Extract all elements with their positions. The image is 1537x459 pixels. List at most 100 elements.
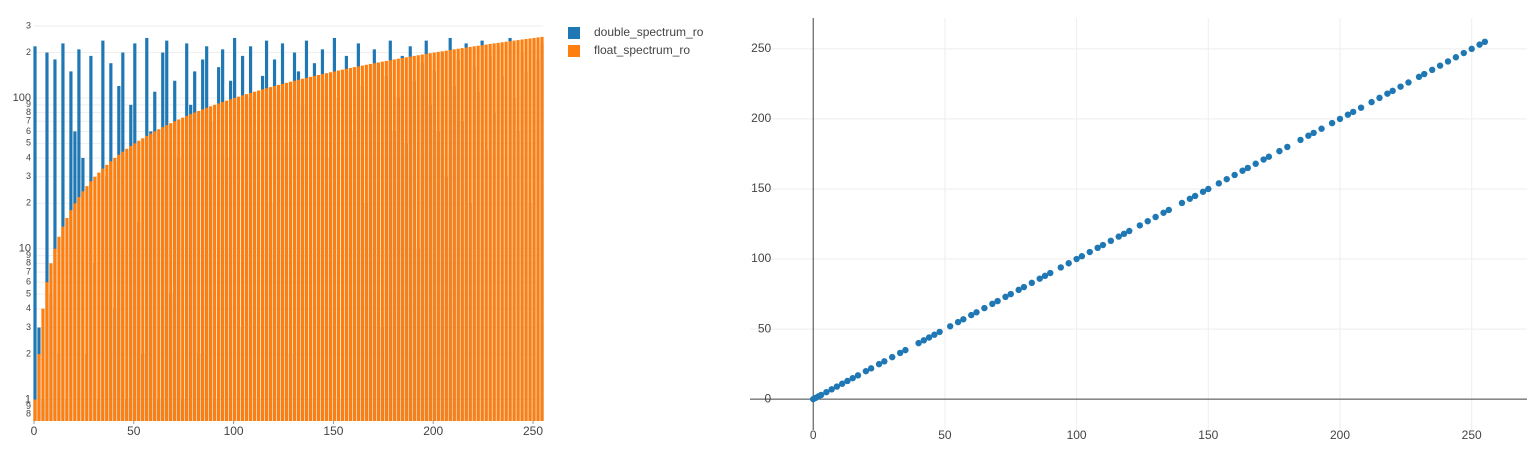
point <box>817 391 825 399</box>
bar <box>456 48 460 422</box>
point <box>896 349 904 357</box>
bar <box>308 76 313 421</box>
y-tick-label: 150 <box>751 181 771 195</box>
bar <box>276 84 281 422</box>
point <box>1107 237 1115 245</box>
bar <box>508 41 512 422</box>
point <box>1136 222 1144 229</box>
point <box>1094 244 1101 252</box>
bar <box>336 70 340 422</box>
bar <box>384 60 388 422</box>
bar <box>332 71 337 422</box>
bar <box>524 38 528 422</box>
bar <box>97 172 101 421</box>
point <box>1452 54 1460 61</box>
bar <box>157 129 161 421</box>
bar <box>61 226 65 421</box>
bar <box>348 67 352 421</box>
x-tick-label: 100 <box>224 424 244 438</box>
bar <box>416 55 420 421</box>
bar <box>388 60 392 421</box>
bar <box>296 79 301 421</box>
bar <box>169 123 173 421</box>
bar <box>372 63 376 422</box>
bar <box>264 88 269 421</box>
point <box>1460 49 1467 57</box>
point <box>1384 90 1391 97</box>
point <box>823 388 830 396</box>
bar <box>93 176 97 421</box>
point <box>1041 272 1049 280</box>
point <box>989 300 996 308</box>
point <box>838 380 846 387</box>
point <box>889 353 896 361</box>
y-tick-label: 250 <box>751 41 771 55</box>
bar <box>89 181 93 421</box>
y-tick-label: 8 <box>26 107 31 117</box>
point <box>1276 147 1283 155</box>
bar <box>252 91 257 421</box>
bar <box>432 52 436 421</box>
y-tick-label: 5 <box>26 288 31 298</box>
bar <box>380 61 384 422</box>
bar <box>400 58 404 421</box>
point <box>1099 241 1107 249</box>
bar <box>408 56 412 421</box>
bar <box>512 40 516 421</box>
bar <box>37 354 41 421</box>
bar <box>356 66 360 422</box>
point <box>1436 62 1444 69</box>
bar <box>440 51 444 422</box>
bar <box>476 45 480 422</box>
bar <box>125 148 129 421</box>
y-tick-label: 100 <box>751 251 771 265</box>
bar <box>81 191 85 421</box>
y-tick-label: 8 <box>26 408 31 418</box>
y-tick-label: 1 <box>25 393 31 405</box>
bar <box>312 75 317 421</box>
point <box>1444 58 1452 65</box>
bar <box>404 57 408 422</box>
point <box>1368 98 1375 106</box>
bar <box>480 45 484 421</box>
bar <box>205 107 209 421</box>
point <box>1476 41 1483 48</box>
bar <box>117 154 121 421</box>
point <box>1284 143 1291 151</box>
bar <box>137 140 141 422</box>
point <box>1007 290 1014 298</box>
bar <box>133 143 137 421</box>
point <box>875 360 883 368</box>
y-tick-label: 100 <box>13 92 31 104</box>
point <box>1144 217 1151 225</box>
point <box>1421 70 1428 78</box>
bar <box>468 46 472 421</box>
point <box>881 358 888 365</box>
y-tick-label: 10 <box>19 243 31 255</box>
bar <box>45 282 49 421</box>
legend-swatch <box>568 27 580 39</box>
x-tick-label: 200 <box>1330 428 1350 442</box>
point <box>1078 253 1086 260</box>
bar <box>225 100 229 421</box>
bar <box>292 80 297 422</box>
point <box>902 346 909 354</box>
bar <box>57 236 61 421</box>
bar <box>161 127 165 422</box>
point <box>936 328 943 336</box>
point <box>1244 164 1252 172</box>
point <box>1047 269 1054 277</box>
point <box>915 339 922 347</box>
point <box>1057 264 1065 271</box>
bar <box>53 248 57 421</box>
point <box>1065 260 1072 267</box>
bar <box>496 42 500 421</box>
bar <box>492 43 496 422</box>
bar <box>268 87 273 421</box>
point <box>1376 94 1383 102</box>
y-tick-label: 200 <box>751 111 771 125</box>
point <box>1428 66 1436 74</box>
bar <box>368 63 372 422</box>
point <box>1199 188 1207 195</box>
bar <box>197 110 201 422</box>
